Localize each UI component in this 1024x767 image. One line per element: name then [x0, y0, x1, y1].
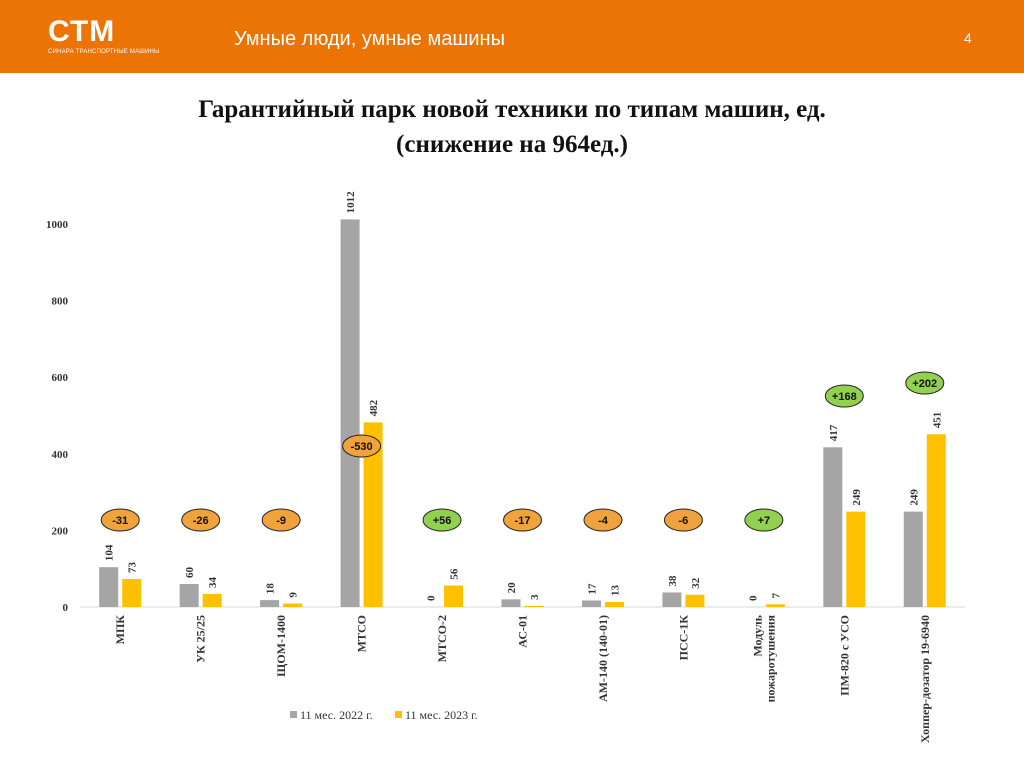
- difference-badge: [100, 508, 140, 532]
- difference-label: -31: [112, 515, 128, 527]
- bar-2022: [662, 592, 682, 607]
- data-label: 249: [908, 489, 920, 506]
- bar-2022: [581, 600, 601, 607]
- category-label: МПК: [113, 615, 127, 645]
- difference-label: +7: [758, 515, 771, 527]
- y-tick-label: 600: [52, 372, 69, 384]
- legend-label: 11 мес. 2023 г.: [405, 708, 478, 722]
- data-label: 56: [449, 568, 461, 580]
- bar-2022: [99, 567, 119, 607]
- data-label: 60: [184, 567, 196, 579]
- y-tick-label: 400: [52, 449, 69, 461]
- difference-label: +56: [433, 515, 452, 527]
- data-label: 482: [368, 399, 380, 416]
- data-label: 9: [288, 592, 300, 598]
- category-label: Модуль: [750, 614, 764, 656]
- y-tick-label: 0: [63, 602, 69, 614]
- data-label: 0: [426, 595, 438, 601]
- data-label: 18: [265, 583, 277, 595]
- data-label: 451: [931, 412, 943, 429]
- category-label: АС-01: [516, 615, 530, 648]
- difference-badge: [503, 508, 542, 532]
- data-label: 13: [609, 585, 621, 597]
- y-tick-label: 800: [52, 296, 69, 308]
- bar-2023: [444, 585, 464, 607]
- difference-label: -6: [679, 515, 689, 527]
- data-label: 17: [586, 583, 598, 595]
- data-label: 417: [828, 424, 840, 441]
- data-label: 1012: [345, 191, 357, 214]
- tagline: Умные люди, умные машины: [234, 28, 505, 50]
- category-label: МТСО: [355, 615, 369, 652]
- bar-2023: [283, 603, 303, 607]
- category-label: пожаротушения: [763, 615, 777, 703]
- difference-badge: [261, 508, 301, 532]
- difference-label: -17: [515, 515, 531, 527]
- bar-2022: [903, 511, 923, 607]
- difference-label: -4: [598, 515, 609, 527]
- category-label: АМ-140 (140-01): [596, 615, 610, 702]
- bar-2023: [202, 593, 222, 607]
- data-label: 34: [207, 576, 219, 588]
- data-label: 73: [127, 562, 139, 574]
- category-label: Хоппер-дозатор 19-6940: [918, 615, 932, 743]
- header-bar: СТМ СИНАРА ТРАНСПОРТНЫЕ МАШИНЫ Умные люд…: [0, 0, 1024, 73]
- bar-2023: [685, 594, 705, 607]
- page-number: 4: [964, 30, 972, 46]
- bar-2022: [260, 600, 280, 607]
- difference-badge: [422, 508, 462, 532]
- bar-2022: [179, 584, 199, 607]
- y-tick-label: 200: [52, 525, 69, 537]
- category-label: ПМ-820 с УСО: [837, 615, 851, 696]
- bar-2023: [846, 511, 866, 607]
- bar-2022: [501, 599, 521, 607]
- difference-badge: [181, 508, 221, 532]
- data-label: 7: [770, 592, 782, 598]
- difference-badge: [744, 508, 784, 532]
- data-label: 32: [690, 577, 702, 589]
- data-label: 3: [529, 594, 541, 600]
- legend-swatch: [290, 711, 297, 718]
- bar-2022: [340, 219, 360, 608]
- category-label: УК 25/25: [194, 615, 208, 663]
- difference-badge: [583, 508, 623, 532]
- chart-subtitle: (снижение на 964ед.): [396, 131, 628, 158]
- bar-2022: [823, 447, 843, 607]
- legend-label: 11 мес. 2022 г.: [300, 708, 373, 722]
- bar-2023: [604, 602, 624, 607]
- difference-badge: [824, 384, 864, 408]
- company-logo: СТМ СИНАРА ТРАНСПОРТНЫЕ МАШИНЫ: [48, 15, 160, 56]
- chart-title: Гарантийный парк новой техники по типам …: [198, 96, 826, 123]
- bar-2023: [765, 604, 785, 607]
- logo-text: СТМ: [48, 15, 116, 48]
- chart-title-block: Гарантийный парк новой техники по типам …: [0, 92, 1024, 162]
- category-label: МТСО-2: [435, 615, 449, 662]
- difference-label: +168: [832, 391, 857, 403]
- logo-subtext: СИНАРА ТРАНСПОРТНЫЕ МАШИНЫ: [48, 49, 160, 55]
- category-label: ЩОМ-1400: [274, 615, 288, 677]
- bar-2023: [122, 579, 142, 607]
- y-tick-label: 1000: [46, 219, 69, 231]
- category-label: ПСС-1К: [676, 615, 690, 661]
- difference-badge: [663, 508, 703, 532]
- bar-2023: [524, 605, 544, 607]
- difference-label: -9: [276, 515, 286, 527]
- difference-label: -26: [193, 515, 209, 527]
- bar-2023: [926, 434, 946, 607]
- difference-badge: [342, 434, 382, 458]
- legend-swatch: [395, 711, 402, 718]
- bar-2023: [363, 422, 383, 607]
- data-label: 104: [104, 544, 116, 561]
- difference-label: +202: [912, 378, 937, 390]
- difference-badge: [905, 371, 945, 395]
- data-label: 249: [851, 489, 863, 506]
- difference-label: -530: [351, 441, 373, 453]
- data-label: 20: [506, 582, 518, 594]
- data-label: 38: [667, 575, 679, 587]
- data-label: 0: [747, 595, 759, 601]
